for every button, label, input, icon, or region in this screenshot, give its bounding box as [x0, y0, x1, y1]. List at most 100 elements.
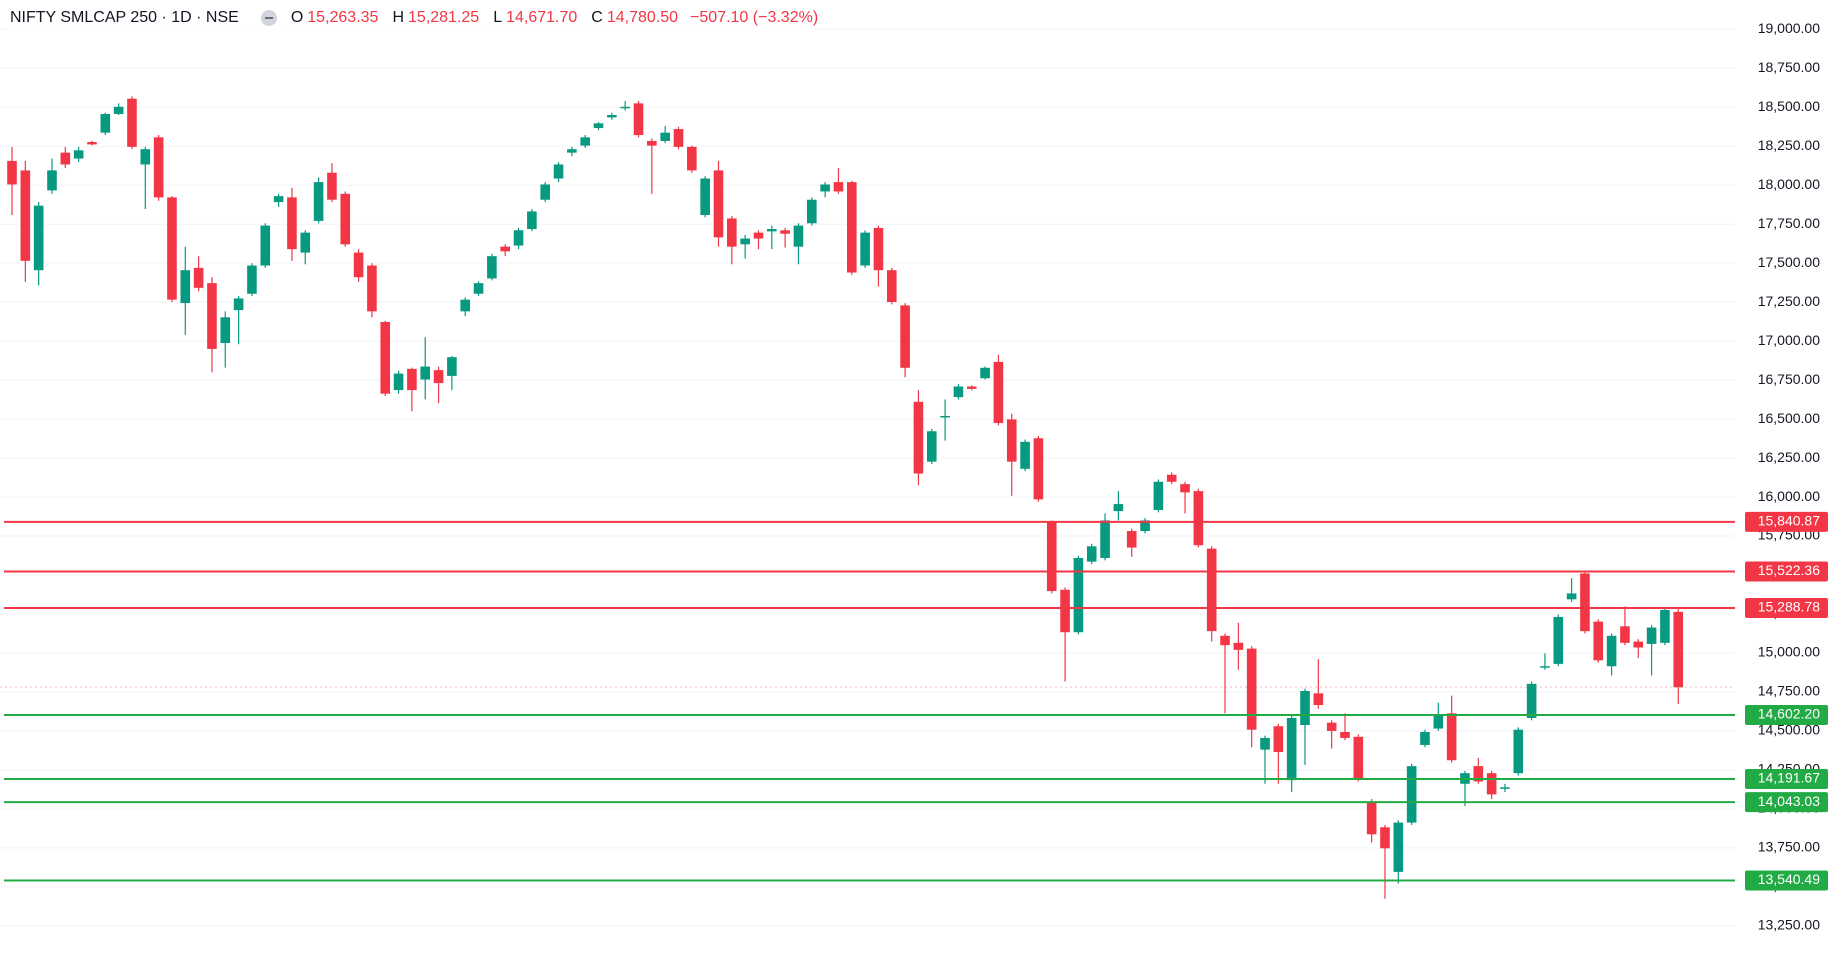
candle-body — [1126, 531, 1137, 548]
candle-body — [540, 184, 550, 200]
candle-body — [873, 227, 884, 271]
y-tick-label: 18,250.00 — [1758, 137, 1820, 153]
candle-body — [1006, 419, 1017, 462]
candle-body — [567, 149, 577, 153]
level-label: 15,840.87 — [1758, 513, 1820, 529]
candle-body — [1193, 491, 1204, 546]
candle-body — [367, 265, 377, 312]
candle-body — [1393, 822, 1404, 872]
ohlc-value: 14,780.50 — [606, 9, 679, 26]
y-tick-label: 16,750.00 — [1758, 371, 1820, 387]
candle-body — [1580, 573, 1590, 632]
candle-body — [1420, 732, 1430, 745]
candle-body — [1540, 666, 1550, 668]
candle-body — [420, 366, 431, 380]
candle-body — [260, 225, 271, 266]
candle-body — [220, 317, 231, 344]
candle-body — [1620, 626, 1630, 643]
y-tick-label: 17,500.00 — [1758, 254, 1820, 270]
ohlc-value: 15,263.35 — [307, 9, 379, 26]
candle-body — [860, 232, 870, 266]
y-tick-label: 16,500.00 — [1758, 410, 1820, 426]
y-tick-label: 17,000.00 — [1758, 332, 1820, 348]
candle-body — [127, 98, 137, 147]
candle-body — [1313, 693, 1324, 706]
candle-body — [340, 193, 351, 245]
level-label-bg — [1745, 792, 1828, 813]
y-tick-label: 19,000.00 — [1758, 20, 1820, 36]
level-label-bg — [1745, 870, 1828, 891]
y-tick-label: 13,750.00 — [1758, 839, 1820, 855]
level-label-bg — [1745, 597, 1828, 618]
candle-body — [1206, 548, 1217, 632]
candle-body — [1633, 641, 1644, 648]
candle-body — [247, 265, 257, 294]
candle-body — [1673, 611, 1684, 688]
toggle-icon[interactable] — [260, 10, 277, 26]
level-label: 14,602.20 — [1758, 706, 1820, 722]
ohlc-value: 14,671.70 — [506, 9, 578, 26]
y-tick-label: 18,750.00 — [1758, 59, 1820, 75]
candle-body — [940, 415, 950, 418]
candle-body — [966, 386, 977, 389]
candle-body — [1593, 621, 1604, 661]
y-tick-label: 17,250.00 — [1758, 293, 1820, 309]
candle-body — [580, 137, 590, 146]
candle-body — [1473, 766, 1484, 782]
candle-body — [153, 137, 164, 198]
candle-body — [660, 132, 670, 141]
candle-body — [900, 305, 910, 368]
candle-body — [473, 283, 484, 294]
candle-body — [167, 197, 177, 300]
candle-body — [673, 129, 684, 147]
ohlc-key: L — [493, 9, 503, 26]
candle-body — [87, 142, 97, 145]
candle-body — [1566, 593, 1577, 600]
candle-body — [607, 115, 617, 118]
candle-body — [500, 246, 511, 252]
candle-body — [1660, 609, 1670, 643]
candle-body — [1233, 642, 1244, 650]
candle-body — [553, 164, 564, 179]
candle-body — [953, 386, 964, 398]
candle-body — [1086, 546, 1097, 562]
level-label: 14,043.03 — [1758, 793, 1820, 809]
levels — [4, 520, 1735, 882]
candle-body — [1180, 484, 1190, 493]
candle-body — [926, 431, 937, 462]
candle-body — [113, 106, 124, 114]
candle-body — [433, 370, 444, 384]
candle-body — [620, 106, 630, 109]
candle-body — [727, 218, 737, 247]
candle-body — [1326, 722, 1337, 731]
candle-body — [1433, 715, 1444, 729]
candle-body — [886, 270, 897, 303]
candle-body — [140, 149, 151, 165]
candle-body — [487, 256, 497, 279]
grid — [0, 28, 1735, 927]
candle-body — [207, 283, 217, 349]
ohlc-value: 15,281.25 — [408, 9, 480, 26]
y-tick-label: 14,500.00 — [1758, 722, 1820, 738]
candle-body — [700, 178, 710, 216]
candle-body — [1500, 787, 1510, 789]
candle-body — [47, 170, 57, 191]
candle-body — [1406, 766, 1417, 823]
symbol-title[interactable]: NIFTY SMLCAP 250 · 1D · NSE — [10, 9, 239, 26]
candle-body — [846, 182, 857, 273]
candle-body — [100, 113, 111, 133]
candle-body — [913, 401, 924, 474]
candle-body — [1553, 616, 1564, 664]
level-label-bg — [1745, 511, 1828, 532]
candle-body — [1220, 635, 1230, 646]
ohlc-key: H — [392, 9, 405, 26]
candle-body — [313, 182, 324, 221]
candle-body — [1100, 520, 1110, 559]
candle-body — [180, 270, 191, 304]
candle-body — [1073, 558, 1084, 633]
candle-body — [1380, 827, 1390, 849]
level-label-bg — [1745, 768, 1828, 789]
candle-body — [1273, 726, 1284, 752]
candle-body — [273, 196, 284, 203]
